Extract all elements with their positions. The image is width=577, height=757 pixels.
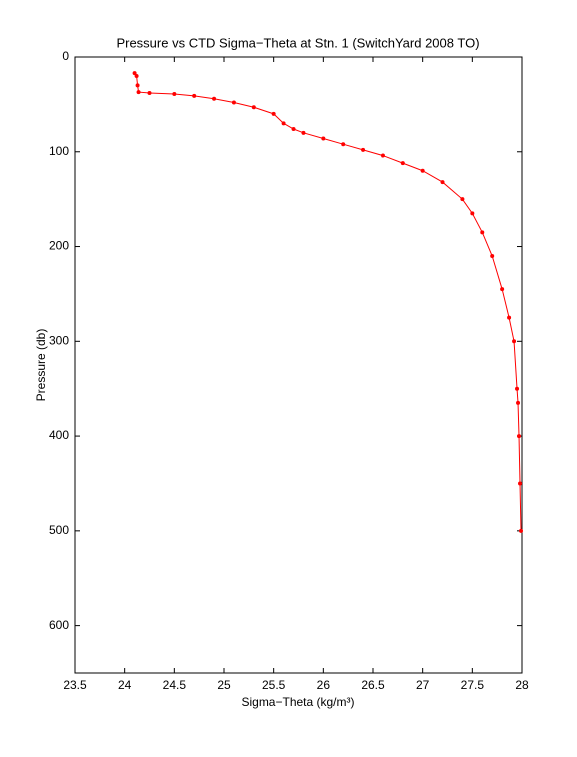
x-tick-label: 27 xyxy=(416,678,430,692)
x-tick-label: 23.5 xyxy=(63,678,87,692)
x-tick-label: 25 xyxy=(217,678,231,692)
y-tick-label: 100 xyxy=(49,144,69,158)
data-point xyxy=(132,71,137,76)
data-point xyxy=(500,287,505,292)
data-point xyxy=(420,168,425,173)
y-tick-label: 400 xyxy=(49,428,69,442)
data-point xyxy=(341,142,346,147)
y-tick-label: 600 xyxy=(49,618,69,632)
data-point xyxy=(380,153,385,158)
y-tick-label: 0 xyxy=(62,49,69,63)
data-point xyxy=(271,111,276,116)
data-point xyxy=(470,211,475,216)
x-tick-label: 25.5 xyxy=(262,678,286,692)
data-point xyxy=(519,528,524,533)
x-tick-label: 26.5 xyxy=(361,678,385,692)
x-tick-label: 24.5 xyxy=(163,678,187,692)
data-point xyxy=(321,136,326,141)
data-point xyxy=(512,339,517,344)
data-point xyxy=(172,91,177,96)
data-point xyxy=(134,73,139,78)
data-point xyxy=(517,434,522,439)
y-tick-label: 500 xyxy=(49,523,69,537)
x-tick-label: 28 xyxy=(515,678,529,692)
data-point xyxy=(507,315,512,320)
data-point xyxy=(515,386,520,391)
data-point xyxy=(231,100,236,105)
data-point xyxy=(480,230,485,235)
y-tick-label: 200 xyxy=(49,239,69,253)
data-point xyxy=(361,147,366,152)
data-point xyxy=(518,481,523,486)
plot-frame xyxy=(74,56,523,674)
data-point xyxy=(212,96,217,101)
data-point xyxy=(460,197,465,202)
data-point xyxy=(281,121,286,126)
data-point xyxy=(301,130,306,135)
data-point xyxy=(192,93,197,98)
x-tick-label: 27.5 xyxy=(461,678,485,692)
data-point xyxy=(135,83,140,88)
data-point xyxy=(440,180,445,185)
x-tick-label: 26 xyxy=(317,678,331,692)
data-point xyxy=(400,161,405,166)
data-point xyxy=(136,90,141,95)
y-axis-label: Pressure (db) xyxy=(34,329,48,402)
data-point xyxy=(251,105,256,110)
data-point xyxy=(147,91,152,96)
x-tick-label: 24 xyxy=(118,678,132,692)
y-tick-label: 300 xyxy=(49,333,69,347)
data-point xyxy=(291,127,296,132)
x-axis-label: Sigma−Theta (kg/m³) xyxy=(241,695,354,709)
data-point xyxy=(490,254,495,259)
data-point xyxy=(516,400,521,405)
chart-title: Pressure vs CTD Sigma−Theta at Stn. 1 (S… xyxy=(116,35,479,50)
